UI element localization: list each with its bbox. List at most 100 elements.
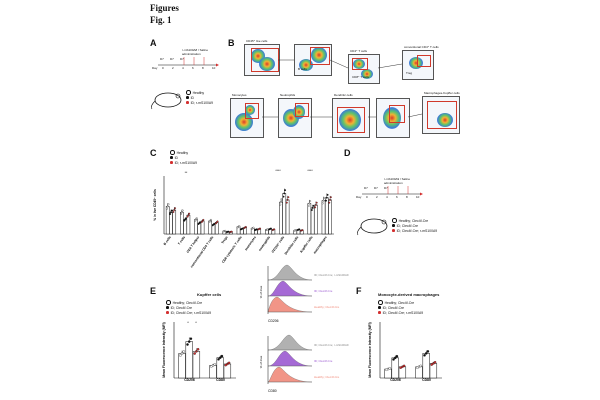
flow-b-cells-population-1 (311, 47, 327, 63)
f-legend-2: ID; Clec4f-Cre; r-mS100A9 (382, 310, 424, 315)
chartC-point-10-2-0 (314, 206, 317, 209)
chartF-point-1-0-2 (419, 364, 423, 368)
chartF-point-1-2-2 (433, 361, 437, 364)
chartC-tick-9: Dendritic cells (284, 235, 300, 255)
chartE-bar-0-2 (192, 351, 201, 379)
chartC-point-5-0-2 (238, 225, 241, 228)
chartC-bar-0-0 (165, 206, 170, 235)
chartE-bar-1-1 (216, 357, 224, 379)
chartC-tick-7: neutrophils (258, 235, 271, 252)
panel-e-label: E (150, 286, 157, 296)
flow-macrophages-kupffer-title: Macrophages-Kupffer cells (424, 91, 460, 95)
chartC-bar-8-2 (285, 199, 290, 235)
chartF-tick-1: CD80 (422, 378, 431, 382)
a-marker-0: D7 (160, 57, 164, 61)
chart-e: Mean Fluorescence Intensity (MFI) CD206 CD… (162, 320, 236, 382)
panel-d-legend: Healthy; Clec4f-Cre ID; Clec4f-Cre ID; C… (392, 218, 437, 233)
d-top-text2: administration (384, 181, 403, 185)
flow-neutrophils-title: Neutrophils (280, 93, 296, 97)
chartE-point-1-2-2 (227, 361, 231, 365)
d-top-text: r-mS100A9 / Saline (384, 177, 411, 181)
e-histograms: ID; Clec4f-Cre; r-mS100A9 ID; Clec4f-Cre H… (258, 262, 349, 398)
f-title: Monocyte-derived macrophages (378, 292, 440, 297)
chart-f: Mean Fluorescence Intensity (MFI) CD206 CD… (368, 322, 442, 382)
a-timeline-axis (158, 57, 219, 67)
chartF-point-0-1-0 (392, 358, 395, 361)
a-legend-healthy: Healthy (186, 90, 213, 95)
chartC-point-3-1-2 (213, 222, 216, 225)
chartC-bar-0-1 (169, 212, 173, 235)
panel-a-legend: Healthy ID ID; r-mS100A9 (186, 90, 213, 105)
flow-macrophages-kupffer (422, 96, 460, 134)
chartE-point-0-1-2 (189, 337, 193, 340)
chartC-bar-3-0 (208, 220, 212, 235)
d-marker-2: D7 (384, 186, 388, 190)
chartC-tick-8: CD11b⁺ cells (271, 235, 286, 254)
chartE-point-0-1-0 (186, 343, 189, 346)
flow-cd45-live (244, 44, 280, 76)
flow-t-cells-subtitle: CD8⁺ T cells (352, 75, 369, 79)
e-dot-treated (166, 311, 169, 314)
histogram-cd206: ID; Clec4f-Cre; r-mS100A9 ID; Clec4f-Cre H… (259, 264, 349, 323)
chartC-point-7-2-2 (273, 228, 276, 231)
d-marker-0: D7 (364, 186, 368, 190)
chartC-point-7-0-2 (266, 228, 269, 231)
hist-0-curve-1 (267, 280, 313, 297)
chartC-bar-11-1 (324, 197, 329, 235)
hist-0-label-2: Healthy; Clec4f-Cre (314, 305, 340, 309)
chartC-point-10-1-2 (312, 204, 315, 207)
chartC-bar-8-0 (279, 201, 283, 235)
chartC-point-10-0-2 (309, 200, 312, 203)
flow-dendritic-gate (337, 107, 365, 133)
f-legend-healthy: Healthy; Clec4f-Cre (378, 300, 423, 305)
flow-cd11b-population-0 (383, 107, 401, 129)
a-day-3: 6 (192, 66, 194, 70)
a-day-4: 8 (202, 66, 204, 70)
flow-neutrophils (278, 98, 312, 138)
flow-gating-arrows (262, 59, 423, 118)
f-legend-1: ID; Clec4f-Cre (382, 305, 405, 310)
c-sig-1: **** (275, 169, 281, 173)
flow-t-cells-population-0 (353, 59, 365, 69)
d-legend-1: ID; Clec4f-Cre (396, 223, 419, 228)
chartE-point-0-0-0 (179, 354, 182, 357)
flow-cd45-live-population-1 (259, 57, 275, 71)
f-legend-id: ID; Clec4f-Cre (378, 305, 423, 310)
chartC-point-10-2-2 (315, 201, 318, 204)
a-dot-treated (186, 101, 189, 104)
e-legend-treated: ID; Clec4f-Cre; r-mS100A9 (166, 310, 211, 315)
chartC-point-8-0-2 (280, 198, 283, 201)
chartC-point-0-1-2 (170, 209, 173, 212)
e-title: Kupffer cells (197, 292, 222, 297)
chartC-bar-1-1 (183, 219, 187, 235)
flow-monocytes-population-1 (245, 105, 255, 115)
d-day-1: 2 (376, 195, 378, 199)
e-legend-healthy: Healthy; Clec4f-Cre (166, 300, 211, 305)
flow-arrow-1 (329, 59, 349, 69)
a-day-0: 0 (162, 66, 164, 70)
chartC-point-5-2-2 (244, 226, 247, 228)
d-day-0: 0 (366, 195, 368, 199)
a-legend-2: ID; r-mS100A9 (190, 100, 214, 105)
chartC-point-11-0-2 (323, 197, 326, 199)
chartC-point-0-0-0 (165, 207, 168, 210)
hist-1-label-0: ID; Clec4f-Cre; r-mS100A9 (314, 343, 349, 347)
c-legend-0: Healthy (176, 150, 189, 155)
chartE-ylabel: Mean Fluorescence Intensity (MFI) (162, 322, 166, 377)
e-dot-healthy (166, 300, 171, 305)
flow-dendritic (332, 98, 370, 138)
chartE-point-1-1-0 (217, 358, 220, 361)
f-dot-treated (378, 311, 381, 314)
flow-conventional-t-gate (417, 55, 431, 67)
a-legend-0: Healthy (192, 90, 205, 95)
chartC-ylabel: % in live CD45⁺ cells (153, 189, 157, 221)
chartC-point-6-1-2 (255, 228, 258, 231)
chartC-point-4-2-2 (230, 230, 233, 233)
a-legend-id: ID (186, 95, 213, 100)
chartC-point-4-0-2 (224, 229, 227, 232)
a-legend-1: ID (190, 95, 194, 100)
chartF-ylabel: Mean Fluorescence Intensity (MFI) (368, 322, 372, 377)
chartC-point-0-1-0 (169, 213, 172, 215)
panel-b-flow-plots: CD45⁺ live cells B cells CD4⁺ T cells CD8⁺ … (230, 39, 462, 140)
chartF-bar-1-1 (422, 353, 430, 379)
